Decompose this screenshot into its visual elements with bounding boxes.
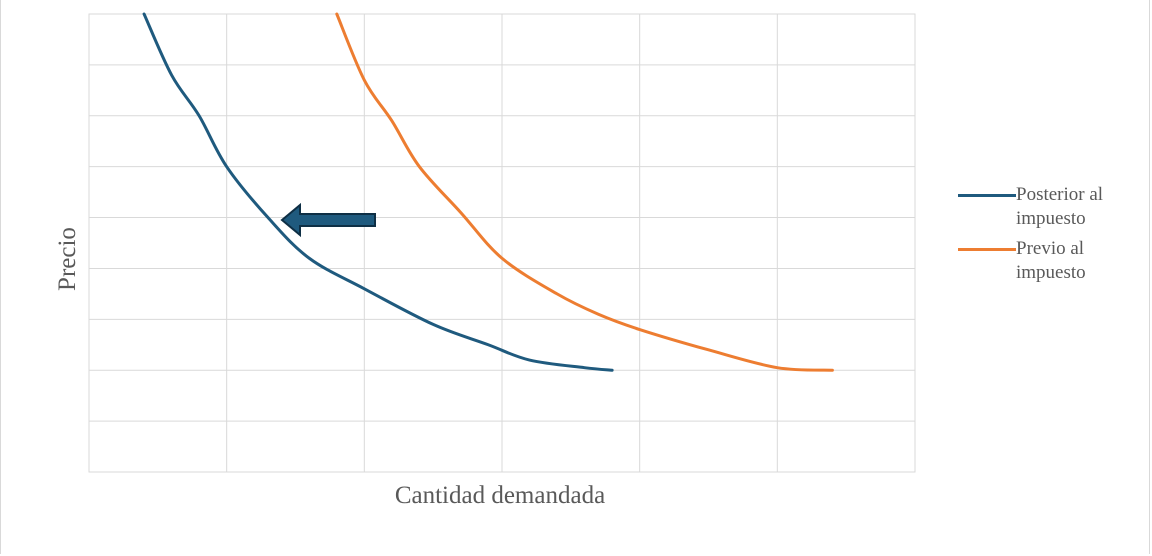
legend-label-posterior: Posterior al impuesto	[1016, 184, 1104, 229]
shift-arrow	[280, 202, 376, 238]
x-axis-label: Cantidad demandada	[394, 482, 606, 509]
legend-label-previo: Previo al impuesto	[1016, 238, 1086, 283]
plot-area-border	[88, 13, 916, 473]
legend-swatch-posterior	[958, 194, 1016, 197]
legend-swatch-previo	[958, 248, 1016, 251]
grid	[89, 13, 915, 472]
y-axis-label: Precio	[54, 227, 81, 291]
legend-item-posterior: Posterior al impuesto	[958, 183, 1128, 231]
series-layer	[142, 12, 834, 372]
series-line-previo	[335, 12, 834, 372]
legend: Posterior al impuesto Previo al impuesto	[958, 183, 1128, 291]
series-line-posterior	[142, 12, 614, 372]
legend-item-previo: Previo al impuesto	[958, 237, 1128, 285]
